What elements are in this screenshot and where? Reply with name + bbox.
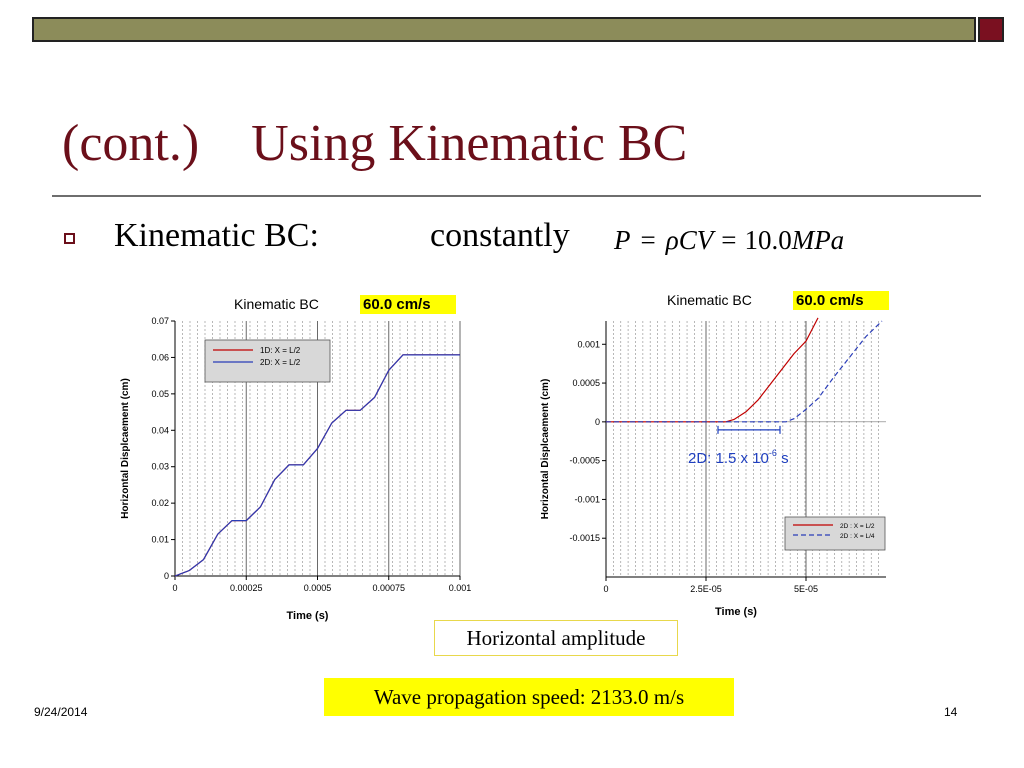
formula: P = ρCV = 10.0MPa: [614, 227, 844, 254]
x-tick-label: 0: [172, 583, 177, 593]
formula-lhs: P: [614, 225, 631, 255]
y-tick-label: 0.05: [151, 389, 169, 399]
y-axis-label: Horizontal Displcaement (cm): [540, 379, 551, 520]
legend-label: 2D: X = L/2: [260, 358, 301, 367]
y-tick-label: 0.03: [151, 462, 169, 472]
top-corner-square: [978, 17, 1004, 42]
legend-box: [204, 339, 331, 383]
annotation-text: 2D: 1.5 x 10-6 s: [688, 448, 789, 467]
formula-cv: CV: [678, 225, 714, 255]
annotation-suffix: s: [777, 450, 789, 467]
title-divider: [52, 195, 981, 197]
formula-rho: ρ: [665, 225, 679, 255]
x-tick-label: 5E-05: [794, 584, 818, 594]
formula-unit: MPa: [791, 225, 845, 255]
chart-title-speed: 60.0 cm/s: [363, 296, 431, 313]
legend-box: [784, 516, 886, 551]
y-tick-label: 0.02: [151, 498, 169, 508]
caption-speed: Wave propagation speed: 2133.0 m/s: [324, 678, 734, 716]
y-tick-label: 0: [164, 571, 169, 581]
annotation-exponent: -6: [769, 448, 777, 458]
formula-eq: =: [640, 225, 656, 255]
chart-left: 0 0.01 0.02 0.03 0.04 0.05 0.06 0.07 0 0.00025 0.0…: [120, 295, 472, 622]
series-line-1: [606, 317, 819, 423]
bullet-label: Kinematic BC:: [114, 217, 319, 254]
chart-title-speed: 60.0 cm/s: [796, 292, 864, 309]
bullet-word: constantly: [430, 217, 570, 254]
x-tick-label: 2.5E-05: [690, 584, 722, 594]
chart-right: -0.0015 -0.001 -0.0005 0 0.0005 0.001 0 2.5E-05…: [540, 291, 889, 618]
x-tick-label: 0.00075: [372, 583, 405, 593]
formula-value: 10.0: [744, 225, 792, 255]
y-tick-label: 0: [595, 417, 600, 427]
y-tick-label: -0.0015: [569, 533, 600, 543]
y-tick-label: -0.0005: [569, 456, 600, 466]
x-tick-label: 0.0005: [304, 583, 332, 593]
title-highlight-box: [793, 291, 889, 310]
legend-label: 2D : X = L/4: [840, 533, 875, 540]
bullet-square-icon: [64, 233, 75, 244]
series-line-2: [606, 320, 883, 423]
formula-eq2: =: [721, 225, 737, 255]
y-tick-label: 0.04: [151, 425, 169, 435]
y-tick-label: 0.0005: [572, 378, 600, 388]
footer-date: 9/24/2014: [34, 705, 88, 719]
x-axis-label: Time (s): [287, 610, 329, 622]
x-tick-label: 0: [603, 584, 608, 594]
annotation-prefix: 2D: 1.5 x 10: [688, 450, 769, 467]
caption-amplitude: Horizontal amplitude: [434, 620, 678, 656]
y-tick-label: -0.001: [574, 494, 600, 504]
slide-title: (cont.) Using Kinematic BC: [62, 115, 688, 172]
series-line-2: [174, 354, 460, 577]
y-tick-label: 0.07: [151, 316, 169, 326]
x-axis-label: Time (s): [715, 606, 757, 618]
chart-title: Kinematic BC: [234, 296, 319, 312]
chart-title: Kinematic BC: [667, 292, 752, 308]
top-decorative-bar: [32, 17, 976, 42]
legend-label: 2D : X = L/2: [840, 523, 875, 530]
title-highlight-box: [360, 295, 456, 314]
legend-label: 1D: X = L/2: [260, 346, 301, 355]
y-tick-label: 0.001: [577, 339, 600, 349]
x-tick-label: 0.00025: [230, 583, 263, 593]
y-axis-label: Horizontal Displcaement (cm): [120, 378, 131, 519]
y-tick-label: 0.01: [151, 535, 169, 545]
page-number: 14: [944, 705, 958, 719]
y-tick-label: 0.06: [151, 352, 169, 362]
x-tick-label: 0.001: [449, 583, 472, 593]
